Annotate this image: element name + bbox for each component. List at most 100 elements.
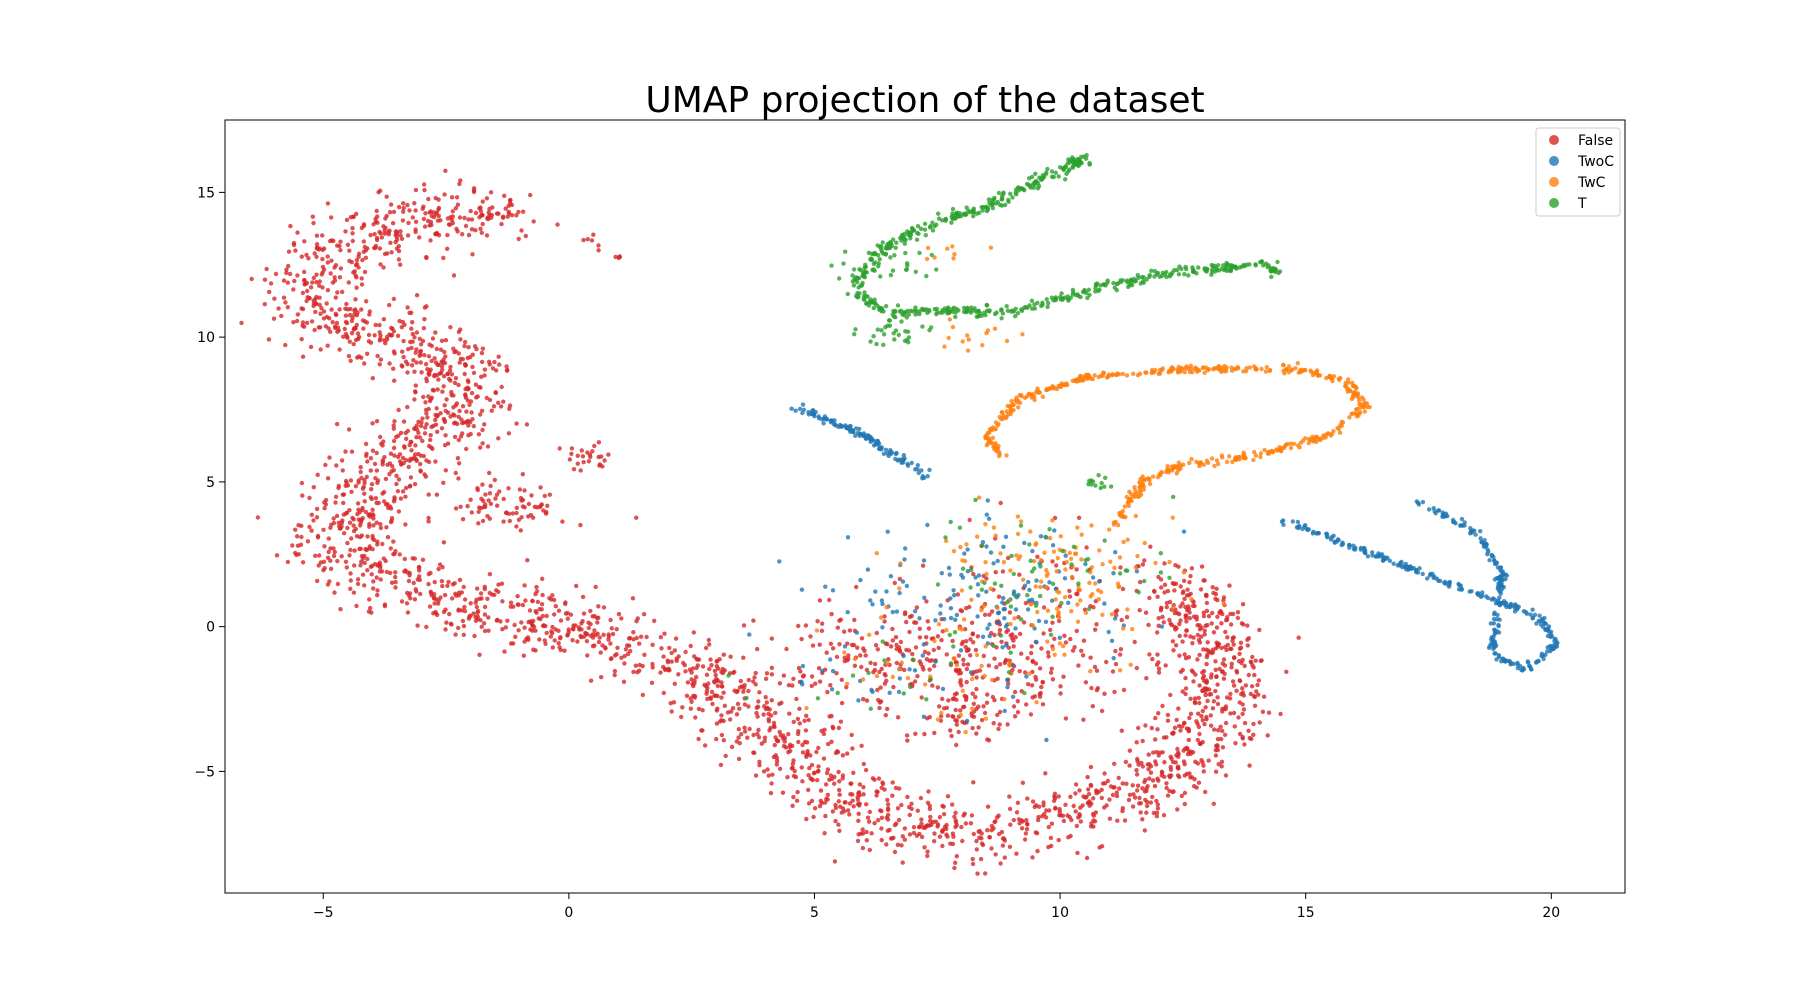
data-point — [984, 544, 989, 549]
data-point — [374, 450, 379, 456]
data-point — [382, 602, 388, 607]
data-point — [381, 556, 386, 561]
data-point — [1044, 386, 1050, 392]
data-point — [810, 643, 816, 648]
data-point — [442, 403, 447, 408]
data-point — [1051, 549, 1057, 554]
data-point — [300, 493, 305, 498]
data-point — [1158, 471, 1164, 476]
data-point — [915, 224, 921, 229]
data-point — [1018, 519, 1024, 524]
data-point — [1030, 695, 1035, 700]
data-point — [421, 326, 427, 331]
data-point — [428, 238, 433, 243]
data-point — [580, 454, 586, 459]
data-point — [471, 370, 477, 376]
data-point — [970, 861, 976, 867]
data-point — [456, 476, 461, 481]
data-point — [907, 805, 912, 810]
data-point — [839, 810, 844, 815]
data-point — [1090, 575, 1096, 580]
data-point — [1538, 618, 1543, 624]
data-point — [753, 670, 758, 676]
data-point — [412, 597, 418, 602]
data-point — [874, 551, 879, 556]
data-point — [1128, 278, 1134, 283]
data-point — [520, 209, 526, 214]
data-point — [991, 826, 996, 831]
data-point — [584, 639, 590, 644]
data-point — [1155, 652, 1160, 657]
data-point — [1478, 529, 1483, 534]
data-point — [1420, 571, 1425, 577]
data-point — [1187, 715, 1192, 721]
data-point — [299, 534, 304, 540]
data-point — [1215, 736, 1221, 742]
data-point — [953, 617, 958, 622]
data-point — [373, 496, 379, 501]
data-point — [1252, 449, 1257, 455]
data-point — [627, 635, 633, 641]
data-point — [899, 660, 904, 665]
data-point — [553, 604, 558, 609]
data-point — [285, 305, 290, 310]
data-point — [499, 581, 505, 586]
data-point — [1416, 502, 1422, 507]
data-point — [334, 320, 340, 326]
data-point — [1159, 585, 1164, 590]
data-point — [401, 419, 407, 424]
data-point — [340, 289, 345, 295]
data-point — [1329, 535, 1335, 540]
data-point — [893, 785, 899, 791]
data-point — [407, 573, 412, 578]
data-point — [822, 800, 828, 805]
data-point — [1155, 594, 1160, 599]
data-point — [457, 215, 463, 220]
data-point — [403, 522, 408, 527]
data-point — [1436, 508, 1442, 513]
data-point — [845, 808, 851, 813]
data-point — [1201, 763, 1206, 768]
data-point — [755, 704, 761, 709]
data-point — [452, 581, 457, 586]
data-point — [957, 626, 962, 631]
data-point — [880, 625, 885, 630]
data-point — [956, 729, 961, 735]
data-point — [449, 195, 455, 200]
data-point — [555, 222, 560, 227]
data-point — [391, 468, 396, 473]
data-point — [409, 326, 414, 331]
data-point — [1225, 635, 1230, 640]
data-point — [1279, 519, 1285, 524]
data-point — [1057, 635, 1063, 640]
data-point — [317, 279, 322, 284]
data-point — [1069, 817, 1074, 823]
data-point — [295, 273, 300, 278]
data-point — [476, 432, 482, 437]
data-point — [385, 462, 390, 467]
data-point — [1044, 573, 1050, 578]
data-point — [590, 449, 595, 454]
data-point — [1146, 767, 1151, 772]
data-point — [432, 374, 437, 379]
data-point — [993, 852, 998, 857]
data-point — [389, 325, 394, 331]
data-point — [369, 572, 374, 577]
data-point — [1231, 642, 1236, 647]
data-point — [1024, 674, 1029, 679]
data-point — [378, 577, 383, 582]
data-point — [661, 654, 666, 659]
data-point — [845, 535, 851, 540]
data-point — [1052, 636, 1057, 641]
data-point — [608, 656, 614, 662]
data-point — [432, 601, 437, 606]
data-point — [285, 559, 291, 565]
data-point — [1237, 646, 1243, 651]
data-point — [1149, 268, 1154, 273]
data-point — [704, 672, 710, 677]
data-point — [581, 237, 586, 243]
data-point — [1133, 488, 1138, 493]
data-point — [1046, 301, 1051, 306]
data-point — [293, 550, 298, 556]
data-point — [890, 626, 895, 632]
